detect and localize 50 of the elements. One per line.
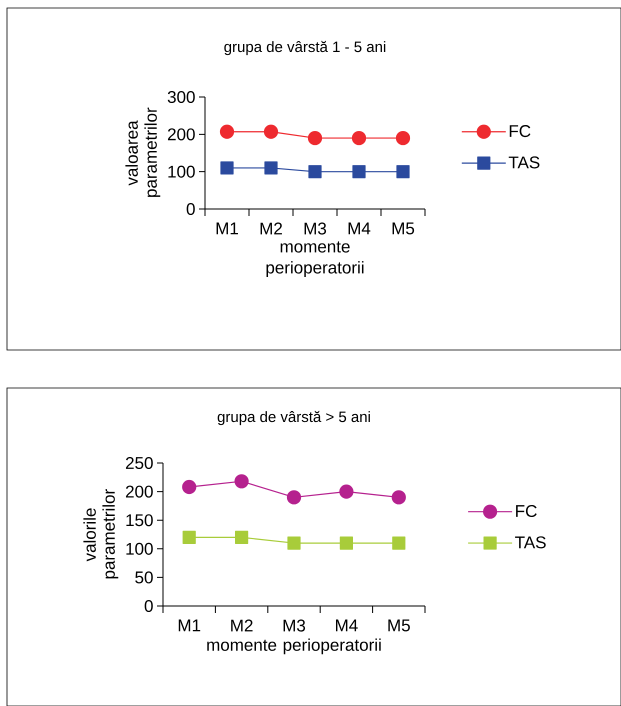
point <box>340 536 353 550</box>
point <box>287 536 301 550</box>
x-tick-label: M2 <box>260 222 282 234</box>
point <box>308 130 322 146</box>
point <box>339 484 354 499</box>
point <box>220 161 234 175</box>
x-tick-label: M1 <box>216 222 238 234</box>
legend-label: TAS <box>515 536 546 548</box>
point <box>182 480 196 494</box>
y-tick-label: 0 <box>186 202 195 216</box>
point <box>396 165 410 178</box>
point <box>392 536 406 550</box>
y-tick-label: 200 <box>168 128 195 140</box>
x-tick-label: M3 <box>284 620 306 632</box>
y-tick-label: 100 <box>126 542 153 555</box>
y-axis-title: valorile parametrilor <box>83 489 118 578</box>
chart-title: grupa de vârstă > 5 ani <box>218 410 370 426</box>
x-tick-label: M3 <box>304 222 326 235</box>
legend-label: FC <box>510 125 530 138</box>
y-tick-label: 50 <box>135 571 153 584</box>
point <box>235 530 248 544</box>
point <box>286 490 302 504</box>
x-tick-label: M4 <box>348 222 370 234</box>
point <box>352 130 366 146</box>
x-tick-label: M2 <box>231 620 253 632</box>
x-tick-label: M1 <box>178 620 200 632</box>
point <box>308 165 322 178</box>
point <box>264 161 278 175</box>
point <box>264 124 278 139</box>
y-tick-label: 0 <box>144 600 153 612</box>
x-tick-label: M5 <box>388 620 410 632</box>
point <box>220 124 234 139</box>
x-tick-label: M4 <box>336 620 358 632</box>
x-axis-title: momente perioperatorii <box>266 241 364 277</box>
point <box>182 530 196 544</box>
y-tick-label: 300 <box>168 90 195 104</box>
point <box>352 165 366 178</box>
point <box>392 490 406 504</box>
point <box>234 474 249 488</box>
y-axis-title: valoarea parametrilor <box>125 108 160 197</box>
y-tick-label: 150 <box>126 514 153 526</box>
legend-label: TAS <box>508 156 540 168</box>
y-tick-label: 250 <box>126 456 153 470</box>
y-tick-label: 200 <box>126 486 153 498</box>
y-tick-label: 100 <box>168 166 195 178</box>
point <box>396 130 410 146</box>
chart-title: grupa de vârstă 1 - 5 ani <box>224 40 386 56</box>
x-axis-title: momente perioperatorii <box>207 638 381 654</box>
legend-label: FC <box>516 504 537 518</box>
x-tick-label: M5 <box>392 222 414 234</box>
